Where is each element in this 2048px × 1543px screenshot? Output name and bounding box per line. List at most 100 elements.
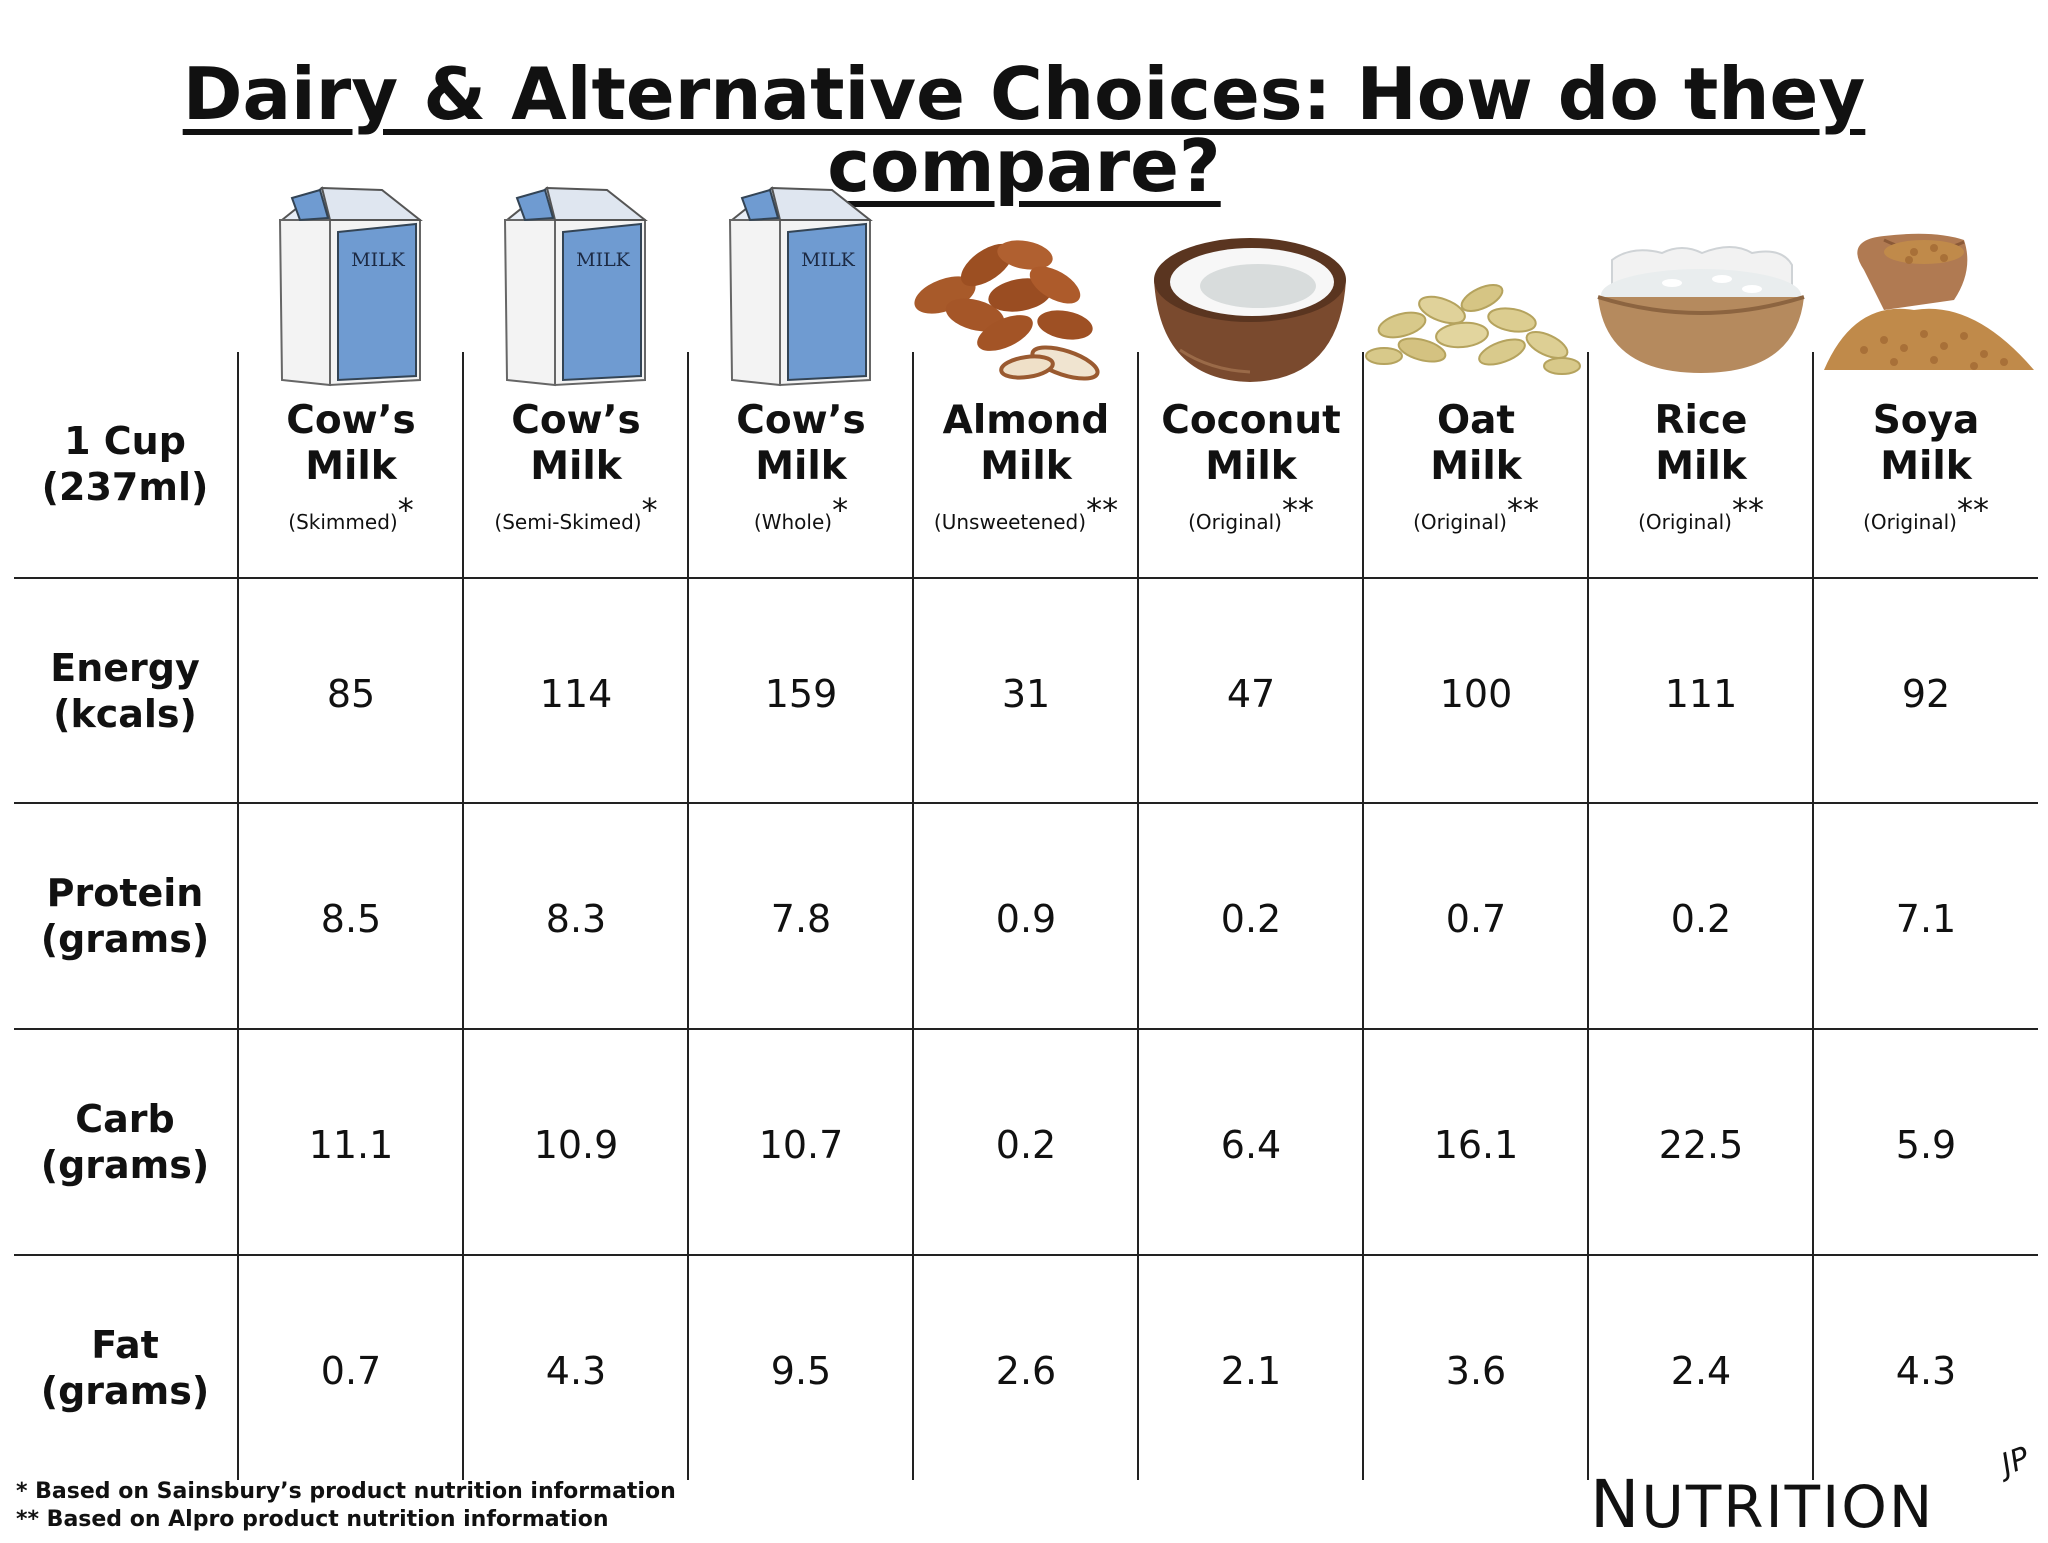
- column-divider: [1362, 352, 1364, 1480]
- footnote-mark: **: [1956, 491, 1989, 529]
- logo-monogram: JP: [1996, 1440, 2035, 1483]
- table-cell: 100: [1439, 672, 1513, 716]
- column-variant: (Original)**: [1188, 491, 1314, 534]
- column-name: Almond: [942, 398, 1110, 443]
- column-name: Cow’s: [286, 398, 416, 443]
- soybean-sack-icon: [1824, 233, 2034, 370]
- column-name: Coconut: [1161, 398, 1341, 443]
- column-header-cows-milk-semi-skimmed: Cow’s Milk (Semi-Skimed)*: [464, 398, 688, 540]
- column-divider: [912, 352, 914, 1480]
- column-name: Milk: [980, 444, 1072, 489]
- table-cell: 159: [764, 672, 838, 716]
- row-divider: [14, 802, 2038, 804]
- column-header-cows-milk-skimmed: Cow’s Milk (Skimmed)*: [239, 398, 463, 540]
- column-name: Oat: [1436, 398, 1516, 443]
- rice-bowl-icon: [1597, 246, 1805, 373]
- footnote-mark: **: [1086, 491, 1119, 529]
- column-header-soya-milk: Soya Milk (Original)**: [1814, 398, 2038, 540]
- carton-label: MILK: [576, 249, 631, 271]
- row-label-energy: Energy (kcals): [50, 646, 200, 736]
- column-variant: (Skimmed)*: [288, 491, 414, 534]
- carton-label: MILK: [351, 249, 406, 271]
- table-cell: 111: [1664, 672, 1738, 716]
- table-cell: 92: [1901, 672, 1951, 716]
- footnote-mark: *: [832, 491, 849, 529]
- column-header-almond-milk: Almond Milk (Unsweetened)**: [914, 398, 1138, 540]
- table-cell: 16.1: [1433, 1123, 1519, 1167]
- title-text: Dairy & Alternative Choices: How do they…: [182, 52, 1866, 208]
- table-cell: 0.9: [995, 897, 1057, 941]
- column-name: Cow’s: [511, 398, 641, 443]
- column-variant: (Whole)*: [753, 491, 849, 534]
- row-label-carb: Carb (grams): [40, 1097, 210, 1187]
- column-divider: [237, 352, 239, 1480]
- row-label-protein: Protein (grams): [40, 871, 210, 961]
- table-cell: 114: [539, 672, 613, 716]
- column-divider: [1812, 352, 1814, 1480]
- table-cell: 22.5: [1658, 1123, 1744, 1167]
- table-cell: 47: [1226, 672, 1276, 716]
- table-cell: 85: [326, 672, 376, 716]
- row-divider: [14, 577, 2038, 579]
- serving-size-label: 1 Cup (237ml): [14, 418, 236, 510]
- table-cell: 2.4: [1670, 1349, 1732, 1393]
- table-cell: 31: [1001, 672, 1051, 716]
- footnote-sainsburys: * Based on Sainsbury’s product nutrition…: [16, 1479, 676, 1504]
- table-cell: 2.1: [1220, 1349, 1282, 1393]
- serving-line-1: 1 Cup: [64, 419, 186, 463]
- row-divider: [14, 1028, 2038, 1030]
- column-name: Milk: [755, 444, 847, 489]
- oats-icon: [1365, 284, 1581, 375]
- page-title: Dairy & Alternative Choices: How do they…: [0, 58, 2048, 202]
- footnote-mark: *: [397, 491, 414, 529]
- footnote-mark: *: [641, 491, 658, 529]
- table-cell: 4.3: [545, 1349, 607, 1393]
- table-cell: 4.3: [1895, 1349, 1957, 1393]
- table-cell: 8.3: [545, 897, 607, 941]
- table-cell: 10.7: [758, 1123, 844, 1167]
- footnote-alpro: ** Based on Alpro product nutrition info…: [16, 1507, 609, 1532]
- row-label-fat: Fat (grams): [40, 1323, 210, 1413]
- table-cell: 0.2: [1670, 897, 1732, 941]
- column-divider: [1137, 352, 1139, 1480]
- column-name: Soya: [1872, 398, 1980, 443]
- column-variant: (Original)**: [1863, 491, 1989, 534]
- table-cell: 10.9: [533, 1123, 619, 1167]
- almonds-icon: [914, 240, 1100, 381]
- column-name: Milk: [1655, 444, 1747, 489]
- table-cell: 7.1: [1895, 897, 1957, 941]
- footnote-mark: **: [1506, 491, 1539, 529]
- table-cell: 9.5: [770, 1349, 832, 1393]
- column-divider: [1587, 352, 1589, 1480]
- column-header-oat-milk: Oat Milk (Original)**: [1364, 398, 1588, 540]
- column-variant: (Semi-Skimed)*: [494, 491, 658, 534]
- footnote-mark: **: [1731, 491, 1764, 529]
- column-divider: [687, 352, 689, 1480]
- table-cell: 2.6: [995, 1349, 1057, 1393]
- table-cell: 3.6: [1445, 1349, 1507, 1393]
- milk-carton-icon: MILK: [503, 186, 648, 387]
- coconut-icon: [1154, 238, 1346, 382]
- column-name: Milk: [1880, 444, 1972, 489]
- table-cell: 7.8: [770, 897, 832, 941]
- table-cell: 11.1: [308, 1123, 394, 1167]
- table-cell: 0.2: [995, 1123, 1057, 1167]
- carton-label: MILK: [801, 249, 856, 271]
- column-variant: (Original)**: [1413, 491, 1539, 534]
- column-variant: (Unsweetened)**: [933, 491, 1119, 534]
- row-divider: [14, 1254, 2038, 1256]
- column-name: Milk: [1205, 444, 1297, 489]
- footnote-mark: **: [1281, 491, 1314, 529]
- column-header-cows-milk-whole: Cow’s Milk (Whole)*: [689, 398, 913, 540]
- column-name: Rice: [1654, 398, 1748, 443]
- column-header-rice-milk: Rice Milk (Original)**: [1589, 398, 1813, 540]
- serving-line-2: (237ml): [41, 465, 209, 509]
- table-cell: 0.7: [1445, 897, 1507, 941]
- column-name: Milk: [305, 444, 397, 489]
- table-cell: 0.7: [320, 1349, 382, 1393]
- table-cell: 0.2: [1220, 897, 1282, 941]
- column-name: Milk: [1430, 444, 1522, 489]
- column-divider: [462, 352, 464, 1480]
- table-cell: 5.9: [1895, 1123, 1957, 1167]
- milk-carton-icon: MILK: [728, 186, 873, 387]
